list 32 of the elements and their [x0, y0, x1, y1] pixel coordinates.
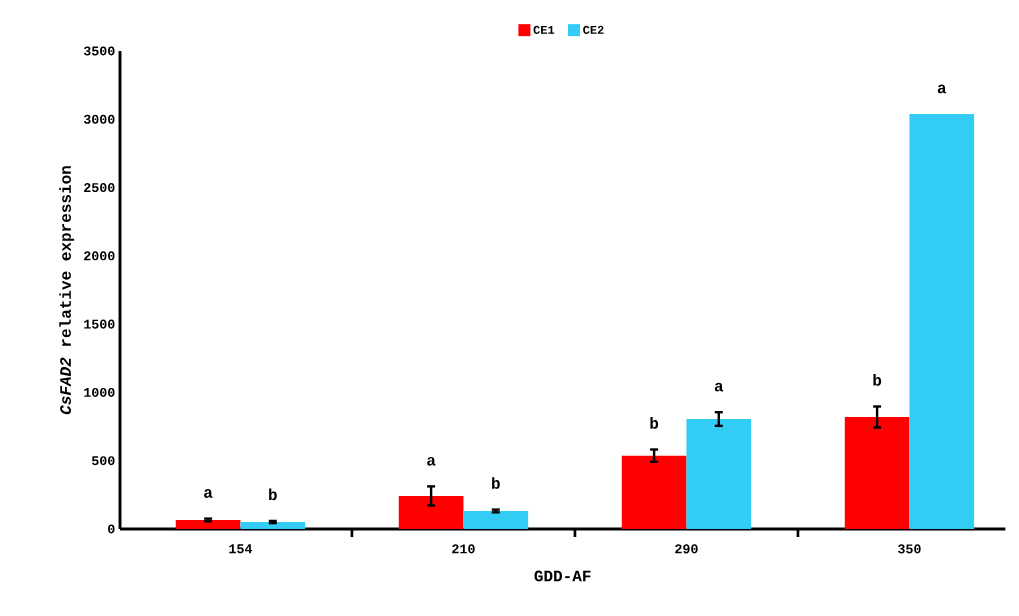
annotation: b: [269, 488, 277, 501]
legend-label: CE2: [583, 25, 604, 34]
y-tick-label: 500: [91, 456, 115, 466]
y-tick-label: 1500: [84, 319, 115, 329]
annotation: b: [492, 477, 500, 489]
annotation: b: [873, 374, 882, 386]
y-tick-label: 2500: [84, 183, 115, 193]
bar: [621, 455, 687, 529]
bar: [398, 495, 464, 529]
x-tick-label: 154: [229, 544, 253, 554]
bar: [175, 519, 241, 529]
bar: [844, 417, 910, 529]
x-tick-label: 210: [452, 544, 475, 554]
annotation: a: [427, 456, 436, 466]
annotation: a: [937, 84, 947, 94]
y-tick-label: 3000: [83, 114, 115, 124]
annotation: a: [204, 489, 213, 498]
annotation: a: [714, 382, 724, 392]
x-axis-title: GDD-AF: [534, 570, 591, 582]
legend-label: CE1: [533, 25, 555, 34]
bar: [686, 419, 752, 529]
x-tick-label: 350: [898, 544, 921, 554]
y-axis-title: CsFAD2 relative expression: [59, 166, 75, 415]
y-tick-label: 0: [108, 524, 115, 534]
bar: [463, 510, 529, 529]
annotation: b: [650, 417, 659, 429]
bar: [909, 114, 975, 529]
y-tick-label: 3500: [83, 46, 115, 56]
y-tick-label: 1000: [84, 387, 115, 397]
bar: [240, 522, 306, 529]
y-tick-label: 2000: [84, 251, 115, 261]
x-tick-label: 290: [675, 544, 698, 554]
